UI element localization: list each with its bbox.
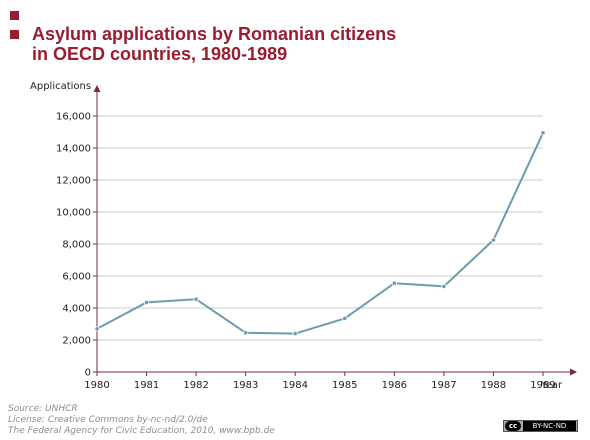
cc-icon: cc bbox=[505, 421, 521, 431]
data-point bbox=[342, 315, 348, 321]
y-tick-label: 8,000 bbox=[62, 240, 91, 251]
chart-title-line-1: Asylum applications by Romanian citizens bbox=[32, 24, 397, 44]
publisher-line: The Federal Agency for Civic Education, … bbox=[8, 426, 275, 436]
axes bbox=[93, 85, 577, 376]
data-point bbox=[143, 299, 150, 305]
y-tick-label: 12,000 bbox=[56, 176, 91, 187]
data-point bbox=[490, 237, 497, 243]
source-note: Source: UNHCR License: Creative Commons … bbox=[8, 404, 275, 437]
title-marker-square bbox=[10, 11, 19, 20]
x-tick-label: 1982 bbox=[183, 380, 208, 391]
y-axis-title: Applications bbox=[30, 81, 91, 92]
data-point bbox=[292, 330, 298, 337]
y-tick-label: 16,000 bbox=[56, 112, 91, 123]
cc-license-badge[interactable]: cc BY-NC-ND bbox=[503, 420, 578, 432]
source-line: Source: UNHCR bbox=[8, 404, 78, 414]
data-point bbox=[94, 326, 100, 332]
chart-title: Asylum applications by Romanian citizens… bbox=[32, 24, 572, 64]
x-tick-label: 1984 bbox=[282, 380, 307, 391]
tick-labels: 0 2,000 4,000 6,000 8,000 10,000 12,000 14,000 1… bbox=[56, 112, 556, 392]
data-point bbox=[193, 296, 199, 302]
license-terms: BY-NC-ND bbox=[523, 421, 576, 431]
x-tick-label: 1980 bbox=[84, 380, 109, 391]
x-tick-label: 1983 bbox=[233, 380, 258, 391]
x-tick-label: 1989 bbox=[530, 380, 555, 391]
y-tick-label: 6,000 bbox=[62, 272, 91, 283]
y-tick-label: 4,000 bbox=[62, 304, 91, 315]
x-axis-title: Year bbox=[540, 380, 563, 391]
chart-title-line-2: in OECD countries, 1980-1989 bbox=[32, 44, 288, 64]
x-tick-label: 1986 bbox=[382, 380, 407, 391]
y-tick-label: 14,000 bbox=[56, 144, 91, 155]
y-tick-label: 0 bbox=[85, 368, 91, 379]
title-marker-square bbox=[10, 30, 19, 39]
grid-lines bbox=[97, 115, 543, 341]
series-line bbox=[96, 132, 544, 335]
y-tick-label: 2,000 bbox=[62, 336, 91, 347]
data-point bbox=[391, 280, 397, 286]
data-series bbox=[94, 130, 546, 337]
y-axis-arrow bbox=[93, 85, 101, 92]
x-tick-label: 1981 bbox=[134, 380, 159, 391]
x-axis-arrow bbox=[570, 368, 577, 376]
x-tick-label: 1988 bbox=[481, 380, 506, 391]
data-point bbox=[441, 283, 447, 289]
x-tick-label: 1985 bbox=[332, 380, 357, 391]
data-point bbox=[243, 330, 249, 336]
x-tick-label: 1987 bbox=[431, 380, 456, 391]
y-tick-label: 10,000 bbox=[56, 208, 91, 219]
license-line: License: Creative Commons by-nc-nd/2.0/d… bbox=[8, 415, 208, 425]
data-point bbox=[540, 130, 546, 136]
